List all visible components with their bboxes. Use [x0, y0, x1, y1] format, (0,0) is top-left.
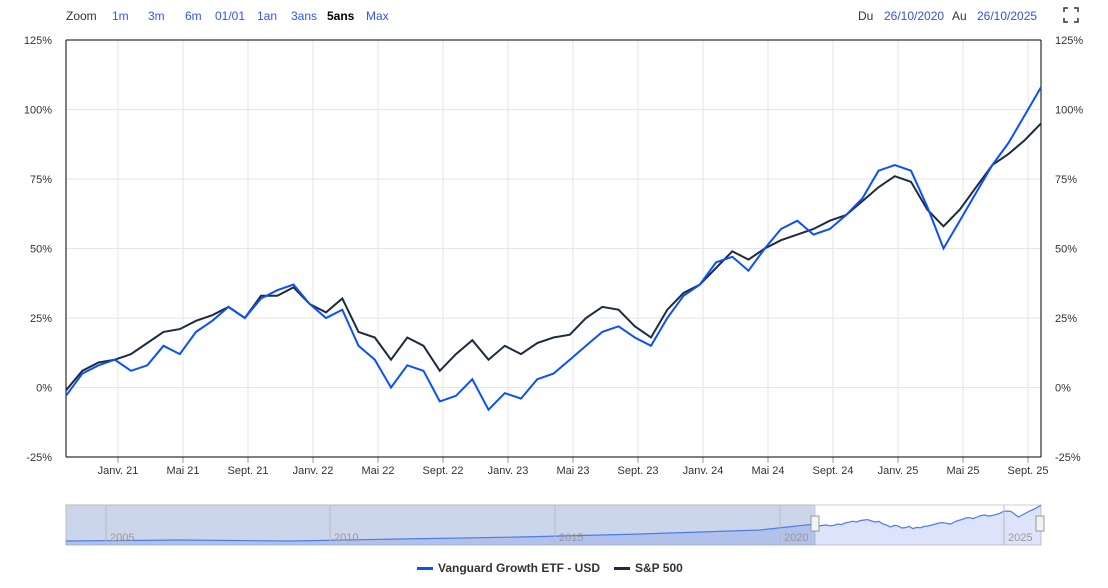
x-tick-label: Mai 25 [946, 465, 979, 477]
to-label: Au [952, 9, 967, 23]
y-tick-label-left: 0% [36, 383, 52, 395]
x-tick-label: Sept. 23 [618, 465, 659, 477]
x-tick-label: Janv. 24 [683, 465, 724, 477]
y-tick-label-left: 125% [24, 35, 52, 47]
y-tick-label-right: 125% [1055, 35, 1083, 47]
x-tick-label: Sept. 21 [228, 465, 269, 477]
navigator-label: 2025 [1008, 532, 1032, 544]
x-tick-label: Sept. 22 [423, 465, 464, 477]
from-date-input[interactable]: 26/10/2020 [884, 9, 945, 23]
zoom-label: Zoom [66, 9, 97, 23]
navigator-label: 2015 [559, 532, 583, 544]
navigator-label: 2020 [784, 532, 808, 544]
x-tick-label: Janv. 25 [878, 465, 919, 477]
series-line-sp500 [65, 122, 1042, 391]
x-tick-label: Sept. 25 [1008, 465, 1049, 477]
legend-label: Vanguard Growth ETF - USD [438, 561, 601, 575]
range-3m[interactable]: 3m [148, 9, 165, 23]
y-tick-label-right: 100% [1055, 105, 1083, 117]
y-tick-label-right: 75% [1055, 174, 1077, 186]
navigator-handle[interactable] [810, 515, 820, 532]
x-tick-label: Sept. 24 [813, 465, 854, 477]
y-tick-label-left: 50% [30, 244, 52, 256]
x-tick-label: Janv. 22 [293, 465, 334, 477]
legend-label: S&P 500 [635, 561, 683, 575]
y-tick-label-left: 25% [30, 313, 52, 325]
x-tick-label: Mai 24 [751, 465, 784, 477]
range-3ans[interactable]: 3ans [291, 9, 318, 23]
navigator-mask [65, 504, 816, 546]
x-tick-label: Mai 21 [166, 465, 199, 477]
y-tick-label-right: 25% [1055, 313, 1077, 325]
y-tick-label-right: -25% [1055, 452, 1081, 464]
navigator-window [814, 504, 1042, 546]
navigator-handle[interactable] [1035, 515, 1045, 532]
x-tick-label: Janv. 21 [98, 465, 139, 477]
range-6m[interactable]: 6m [185, 9, 202, 23]
fullscreen-icon[interactable] [1063, 7, 1079, 23]
range-5ans[interactable]: 5ans [327, 9, 355, 23]
y-tick-label-left: 100% [24, 105, 52, 117]
y-tick-label-left: 75% [30, 174, 52, 186]
range-1an[interactable]: 1an [257, 9, 278, 23]
y-tick-label-right: 0% [1055, 383, 1071, 395]
navigator-label: 2010 [334, 532, 358, 544]
x-tick-label: Mai 22 [361, 465, 394, 477]
navigator-series [65, 504, 1042, 542]
legend: Vanguard Growth ETF - USD S&P 500 [417, 561, 683, 575]
to-date-input[interactable]: 26/10/2025 [977, 9, 1038, 23]
x-tick-label: Mai 23 [556, 465, 589, 477]
navigator-area [66, 505, 1041, 545]
series-line-vug [65, 86, 1042, 412]
y-tick-label-left: -25% [26, 452, 52, 464]
range-1m[interactable]: 1m [112, 9, 129, 23]
range-ytd[interactable]: 01/01 [215, 9, 246, 23]
navigator-label: 2005 [110, 532, 134, 544]
legend-item-vug[interactable]: Vanguard Growth ETF - USD [417, 561, 600, 575]
x-tick-label: Janv. 23 [488, 465, 529, 477]
y-tick-label-right: 50% [1055, 244, 1077, 256]
legend-item-sp500[interactable]: S&P 500 [614, 561, 683, 575]
from-label: Du [858, 9, 874, 23]
range-max[interactable]: Max [366, 9, 389, 23]
